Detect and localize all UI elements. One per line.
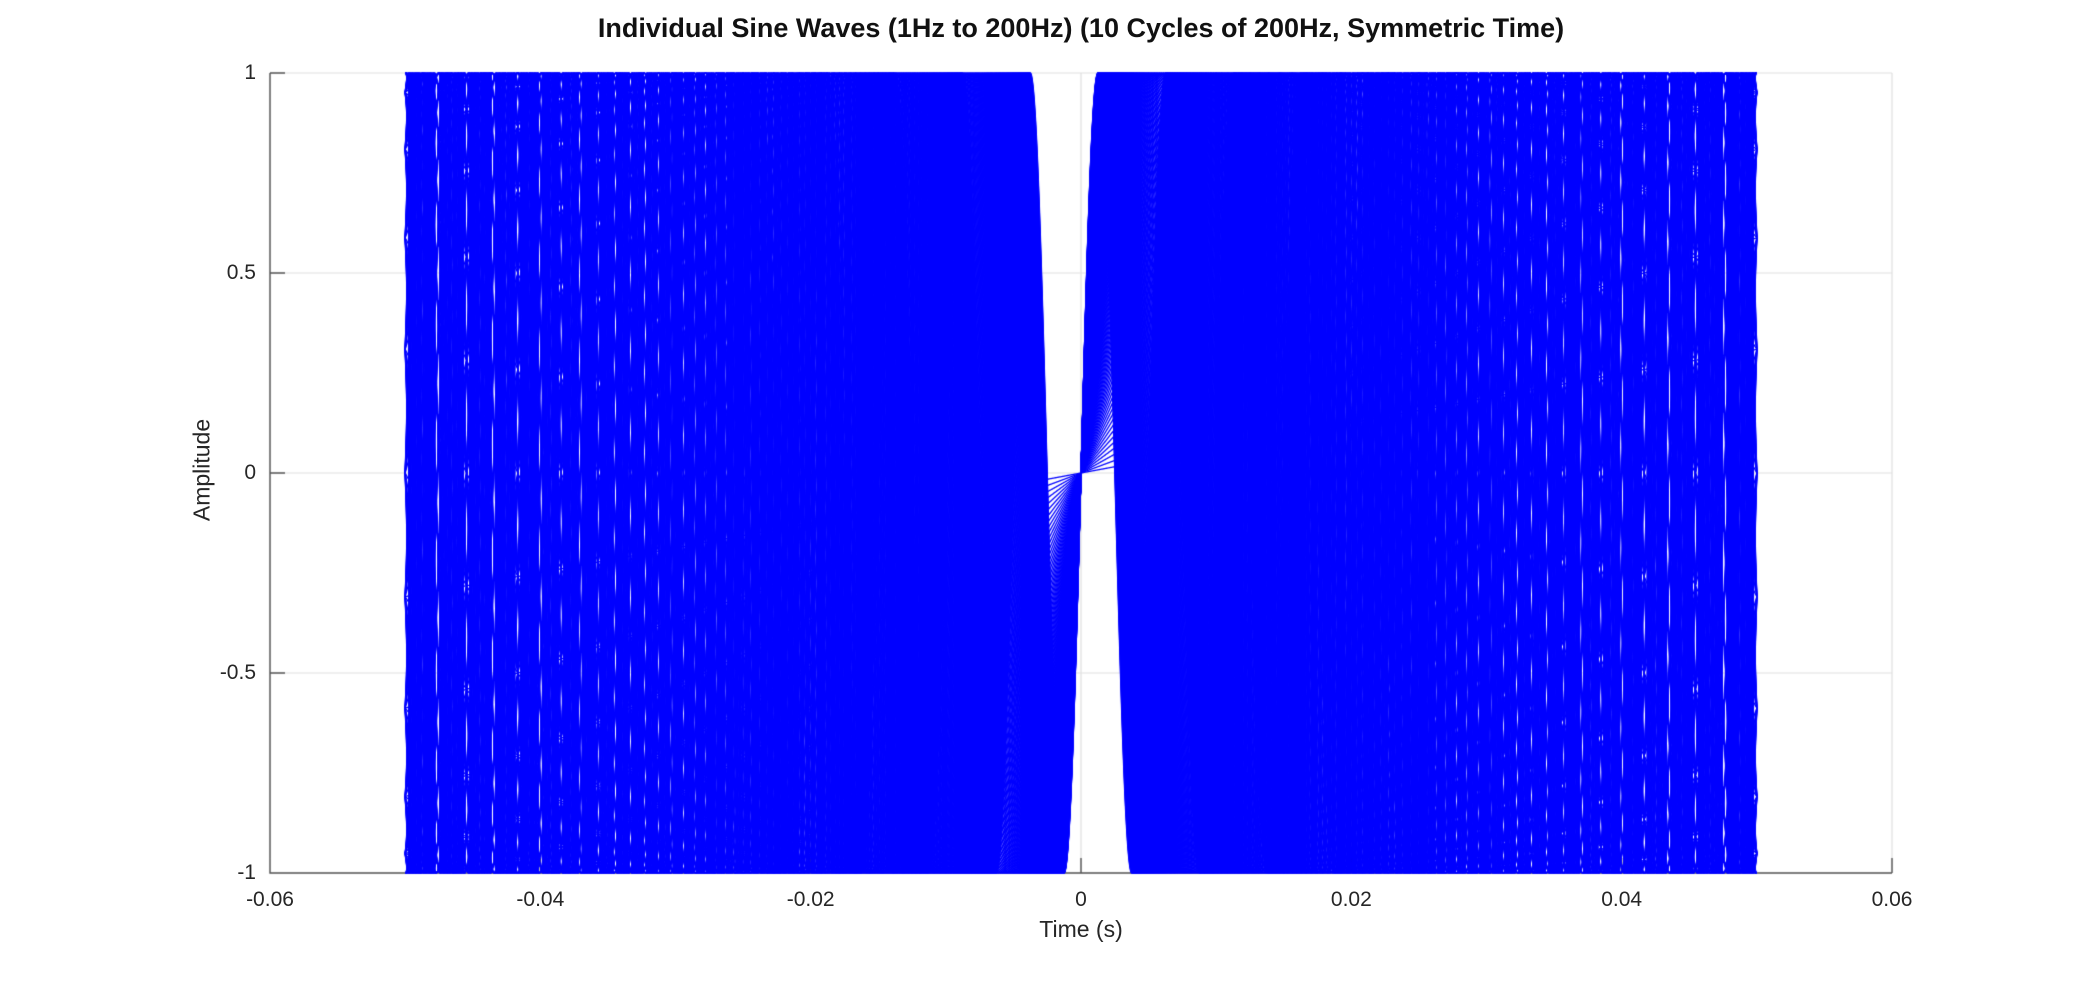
- x-tick-label: -0.04: [516, 888, 565, 911]
- x-tick-label: 0.04: [1601, 888, 1643, 911]
- chart-title: Individual Sine Waves (1Hz to 200Hz) (10…: [597, 13, 1565, 43]
- x-axis-label: Time (s): [1039, 916, 1123, 942]
- x-tick-label: 0: [1075, 888, 1087, 911]
- x-tick-label: -0.02: [786, 888, 835, 911]
- y-tick-label: 0: [244, 461, 256, 484]
- x-tick-label: 0.06: [1871, 888, 1913, 911]
- x-tick-label: -0.06: [246, 888, 294, 911]
- y-tick-label: -0.5: [219, 661, 256, 684]
- y-tick-label: 1: [244, 61, 256, 84]
- y-tick-label: 0.5: [226, 261, 256, 284]
- y-tick-label: -1: [237, 861, 256, 884]
- x-tick-label: 0.02: [1330, 888, 1372, 911]
